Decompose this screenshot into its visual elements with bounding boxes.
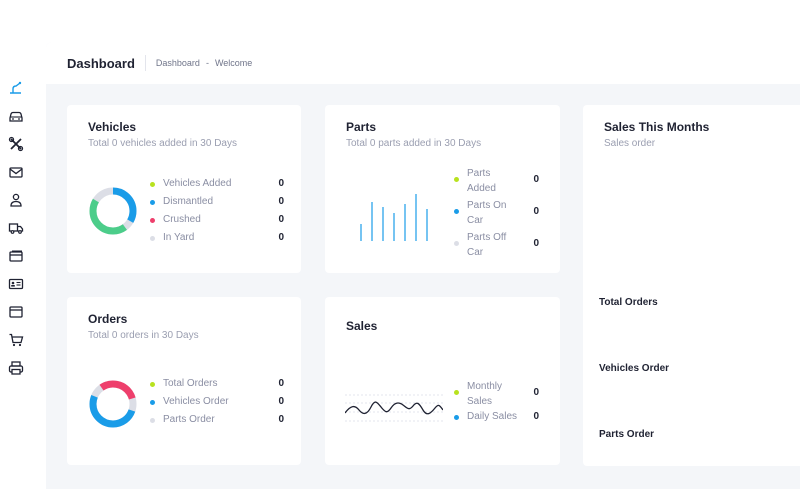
legend-label: Parts Added xyxy=(467,168,496,194)
orders-title: Orders xyxy=(88,312,128,326)
legend-value: 0 xyxy=(533,174,539,185)
user-icon[interactable] xyxy=(8,192,24,208)
legend-dot xyxy=(454,177,459,182)
parts-order-label: Parts Order xyxy=(599,429,655,440)
legend-dot xyxy=(454,390,459,395)
vehicles-legend: Vehicles Added 0 Dismantled 0 Crushed 0 … xyxy=(150,177,284,249)
legend-value: 0 xyxy=(278,178,284,189)
orders-subtitle: Total 0 orders in 30 Days xyxy=(88,330,199,341)
legend-value: 0 xyxy=(278,232,284,243)
legend-value: 0 xyxy=(533,238,539,249)
legend-label: Daily Sales xyxy=(467,411,518,422)
legend-value: 0 xyxy=(533,387,539,398)
vehicles-donut-chart xyxy=(89,187,137,235)
mail-icon[interactable] xyxy=(8,164,24,180)
legend-item: In Yard 0 xyxy=(150,231,284,249)
legend-label: In Yard xyxy=(163,232,195,243)
legend-label: Dismantled xyxy=(163,196,214,207)
sales-legend: Monthly Sales 0 Daily Sales 0 xyxy=(454,378,539,428)
legend-item: Daily Sales 0 xyxy=(454,410,539,428)
title-divider xyxy=(144,55,146,71)
orders-card: Orders Total 0 orders in 30 Days Total O… xyxy=(67,297,301,465)
legend-dot xyxy=(150,200,155,205)
window-icon[interactable] xyxy=(8,304,24,320)
legend-dot xyxy=(150,400,155,405)
total-orders-label: Total Orders xyxy=(599,297,658,308)
legend-value: 0 xyxy=(533,411,539,422)
vehicles-card: Vehicles Total 0 vehicles added in 30 Da… xyxy=(67,105,301,273)
cart-icon[interactable] xyxy=(8,332,24,348)
sales-line-chart xyxy=(345,394,443,422)
legend-label: Vehicles Order xyxy=(163,396,229,407)
legend-dot xyxy=(150,382,155,387)
main-area: Dashboard Dashboard - Welcome Vehicles T… xyxy=(46,42,800,489)
legend-label: Crushed xyxy=(163,214,201,225)
vehicles-order-label: Vehicles Order xyxy=(599,363,670,374)
legend-dot xyxy=(150,182,155,187)
legend-item: Dismantled 0 xyxy=(150,195,284,213)
legend-label: Parts Off Car xyxy=(467,232,507,258)
legend-dot xyxy=(454,415,459,420)
legend-item: Crushed 0 xyxy=(150,213,284,231)
truck-icon[interactable] xyxy=(8,220,24,236)
legend-value: 0 xyxy=(278,414,284,425)
legend-item: Parts Added 0 xyxy=(454,165,539,197)
legend-dot xyxy=(150,418,155,423)
legend-dot xyxy=(454,241,459,246)
legend-value: 0 xyxy=(533,206,539,217)
legend-value: 0 xyxy=(278,378,284,389)
sales-card: Sales Monthly Sales 0 Daily Sales 0 xyxy=(325,297,560,465)
card-icon[interactable] xyxy=(8,248,24,264)
id-card-icon[interactable] xyxy=(8,276,24,292)
parts-subtitle: Total 0 parts added in 30 Days xyxy=(346,138,482,149)
legend-dot xyxy=(454,209,459,214)
page-title: Dashboard xyxy=(67,55,135,71)
legend-label: Monthly Sales xyxy=(467,381,503,407)
legend-label: Vehicles Added xyxy=(163,178,232,189)
legend-item: Vehicles Order 0 xyxy=(150,395,284,413)
sales-title: Sales xyxy=(346,319,378,333)
sales-months-title: Sales This Months xyxy=(604,120,710,134)
parts-card: Parts Total 0 parts added in 30 Days Par… xyxy=(325,105,560,273)
legend-label: Total Orders xyxy=(163,378,218,389)
vehicles-subtitle: Total 0 vehicles added in 30 Days xyxy=(88,138,237,149)
legend-label: Parts Order xyxy=(163,414,215,425)
parts-title: Parts xyxy=(346,120,377,134)
sales-months-subtitle: Sales order xyxy=(604,138,656,149)
legend-item: Parts On Car 0 xyxy=(454,197,539,229)
printer-icon[interactable] xyxy=(8,360,24,376)
top-bar: Dashboard Dashboard - Welcome xyxy=(46,42,800,84)
breadcrumb-welcome: Welcome xyxy=(214,58,253,68)
legend-dot xyxy=(150,236,155,241)
orders-donut-chart xyxy=(89,380,137,428)
tools-icon[interactable] xyxy=(8,136,24,152)
legend-item: Total Orders 0 xyxy=(150,377,284,395)
legend-value: 0 xyxy=(278,214,284,225)
legend-value: 0 xyxy=(278,196,284,207)
legend-dot xyxy=(150,218,155,223)
legend-value: 0 xyxy=(278,396,284,407)
vehicles-title: Vehicles xyxy=(88,120,137,134)
orders-legend: Total Orders 0 Vehicles Order 0 Parts Or… xyxy=(150,377,284,431)
breadcrumb-separator: - xyxy=(205,58,209,68)
parts-bar-chart xyxy=(360,194,428,241)
legend-item: Parts Order 0 xyxy=(150,413,284,431)
legend-item: Monthly Sales 0 xyxy=(454,378,539,410)
legend-item: Vehicles Added 0 xyxy=(150,177,284,195)
legend-label: Parts On Car xyxy=(467,200,507,226)
parts-legend: Parts Added 0 Parts On Car 0 Parts Off Car … xyxy=(454,165,539,261)
car-icon[interactable] xyxy=(8,108,24,124)
sidebar xyxy=(0,0,46,489)
sales-months-card: Sales This Months Sales order Total Orde… xyxy=(583,105,800,466)
breadcrumb-dashboard[interactable]: Dashboard xyxy=(155,58,200,68)
dashboard-icon[interactable] xyxy=(8,80,24,96)
legend-item: Parts Off Car 0 xyxy=(454,229,539,261)
